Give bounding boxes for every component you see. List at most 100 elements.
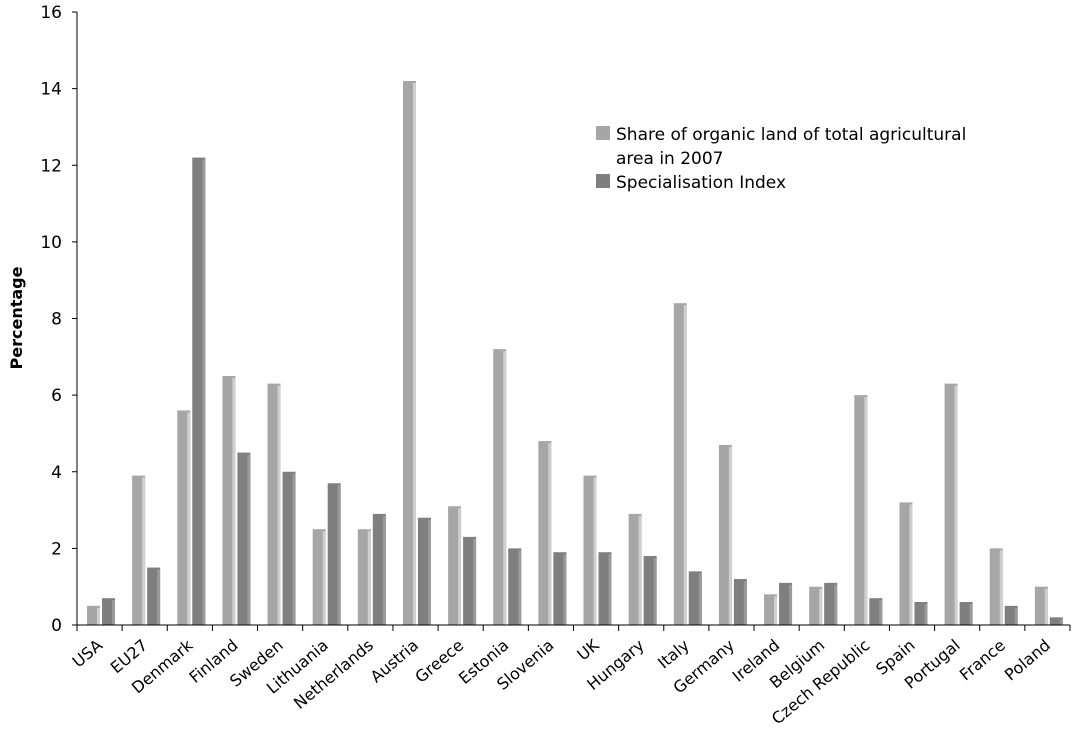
bar-specialisation-index-usa bbox=[102, 598, 115, 625]
bar-specialisation-index-portugal bbox=[959, 602, 973, 625]
bar-specialisation-index-netherlands bbox=[372, 513, 386, 625]
bar-organic-share-greece bbox=[448, 506, 462, 625]
y-tick-labels: 0 2 4 6 8 10 12 14 16 bbox=[40, 3, 62, 636]
bar-edge-1-10 bbox=[563, 554, 567, 625]
x-tick-label: UK bbox=[573, 635, 603, 664]
bar-edge-1-21 bbox=[1059, 619, 1063, 625]
y-axis-title: Percentage bbox=[7, 266, 26, 369]
x-category-labels: USA EU27DenmarkFinlandSwedenLithuaniaNeth… bbox=[69, 635, 1054, 728]
bar-edge-0-20 bbox=[999, 550, 1003, 625]
legend-label-organic-share: Share of organic land of total agricultu… bbox=[616, 125, 966, 145]
bar-edge-0-15 bbox=[774, 596, 778, 625]
bar-specialisation-index-austria bbox=[417, 517, 431, 625]
bar-organic-share-sweden bbox=[267, 383, 281, 625]
bar-specialisation-index-eu27 bbox=[147, 567, 161, 625]
y-tick-label: 12 bbox=[40, 156, 62, 176]
bar-specialisation-index-hungary bbox=[643, 556, 657, 625]
bar-edge-0-12 bbox=[638, 515, 642, 625]
bar-edge-0-14 bbox=[728, 446, 732, 625]
bar-edge-1-20 bbox=[1014, 607, 1018, 625]
bar-organic-share-belgium bbox=[809, 586, 823, 625]
bar-edge-1-12 bbox=[653, 558, 657, 625]
bar-edge-1-17 bbox=[879, 600, 883, 625]
bar-organic-share-czech-republic bbox=[854, 395, 868, 625]
bar-specialisation-index-poland bbox=[1049, 617, 1063, 625]
bar-organic-share-finland bbox=[222, 375, 236, 625]
bar-specialisation-index-estonia bbox=[508, 548, 522, 625]
bar-edge-1-7 bbox=[427, 519, 431, 625]
y-tick-label: 2 bbox=[51, 539, 62, 559]
bar-edge-0-8 bbox=[458, 508, 462, 625]
bar-edge-1-2 bbox=[202, 159, 206, 625]
bar-organic-share-eu27 bbox=[132, 475, 146, 625]
bar-organic-share-portugal bbox=[944, 383, 958, 625]
bar-edge-0-7 bbox=[412, 82, 416, 625]
bar-organic-share-ireland bbox=[764, 594, 778, 625]
y-tick-label: 16 bbox=[40, 3, 62, 23]
y-tick-label: 6 bbox=[51, 386, 62, 406]
bar-edge-0-0 bbox=[97, 607, 100, 625]
bar-edge-0-18 bbox=[909, 504, 913, 625]
bar-organic-share-austria bbox=[402, 80, 416, 625]
bar-specialisation-index-ireland bbox=[779, 582, 793, 625]
bar-edge-1-3 bbox=[247, 454, 251, 625]
y-tick-label: 0 bbox=[51, 616, 62, 636]
bar-organic-share-slovenia bbox=[538, 441, 552, 625]
bar-organic-share-germany bbox=[718, 444, 732, 625]
bar-edge-1-5 bbox=[337, 485, 341, 625]
legend-swatch-organic-share bbox=[596, 126, 610, 140]
bar-edge-0-13 bbox=[683, 305, 687, 625]
bar-edge-0-17 bbox=[864, 397, 868, 625]
bar-specialisation-index-sweden bbox=[282, 471, 296, 625]
bar-edge-0-10 bbox=[548, 443, 552, 625]
y-tick-label: 14 bbox=[40, 80, 62, 100]
bar-edge-0-19 bbox=[954, 385, 958, 625]
bar-specialisation-index-lithuania bbox=[327, 483, 341, 625]
legend-label-specialisation-index: Specialisation Index bbox=[616, 173, 786, 193]
bar-organic-share-denmark bbox=[177, 410, 191, 625]
bar-edge-1-18 bbox=[924, 604, 928, 625]
bar-edge-1-1 bbox=[157, 569, 161, 625]
bar-organic-share-france bbox=[989, 548, 1003, 625]
legend-label-organic-share: area in 2007 bbox=[616, 149, 723, 169]
bar-edge-0-11 bbox=[593, 477, 597, 625]
bar-organic-share-italy bbox=[673, 303, 687, 625]
bar-organic-share-estonia bbox=[493, 349, 507, 625]
bar-organic-share-usa bbox=[87, 605, 100, 625]
bar-edge-1-19 bbox=[969, 604, 973, 625]
bar-specialisation-index-spain bbox=[914, 602, 928, 625]
x-tick-label: Austria bbox=[367, 636, 423, 687]
bar-organic-share-hungary bbox=[628, 513, 642, 625]
bar-specialisation-index-germany bbox=[733, 579, 747, 625]
bar-specialisation-index-italy bbox=[688, 571, 702, 625]
bar-edge-1-14 bbox=[743, 581, 747, 625]
bar-edge-0-9 bbox=[503, 351, 507, 625]
bar-edge-1-0 bbox=[112, 600, 115, 625]
y-tick-label: 4 bbox=[51, 463, 62, 483]
bar-edge-1-13 bbox=[698, 573, 702, 625]
bar-specialisation-index-greece bbox=[463, 536, 477, 625]
bar-specialisation-index-czech-republic bbox=[869, 598, 883, 625]
bar-edge-1-15 bbox=[789, 584, 793, 625]
bar-organic-share-uk bbox=[583, 475, 597, 625]
bar-edge-1-4 bbox=[292, 473, 296, 625]
bar-edge-0-5 bbox=[322, 531, 326, 625]
bar-edge-0-21 bbox=[1044, 588, 1048, 625]
y-tick-label: 10 bbox=[40, 233, 62, 253]
bar-edge-1-9 bbox=[518, 550, 522, 625]
bar-organic-share-lithuania bbox=[312, 529, 326, 625]
bar-edge-1-6 bbox=[382, 515, 386, 625]
bar-specialisation-index-france bbox=[1004, 605, 1018, 625]
bar-edge-0-6 bbox=[367, 531, 371, 625]
x-tick-label: France bbox=[956, 636, 1009, 685]
bars-layer bbox=[87, 80, 1063, 625]
bar-organic-share-spain bbox=[899, 502, 913, 625]
bar-edge-0-2 bbox=[187, 412, 191, 625]
bar-specialisation-index-belgium bbox=[824, 582, 838, 625]
legend: Share of organic land of total agricultu… bbox=[596, 125, 966, 193]
bar-specialisation-index-uk bbox=[598, 552, 612, 625]
x-tick-label: USA bbox=[69, 635, 107, 671]
bar-edge-0-3 bbox=[232, 377, 236, 625]
axes-layer bbox=[72, 11, 1071, 631]
